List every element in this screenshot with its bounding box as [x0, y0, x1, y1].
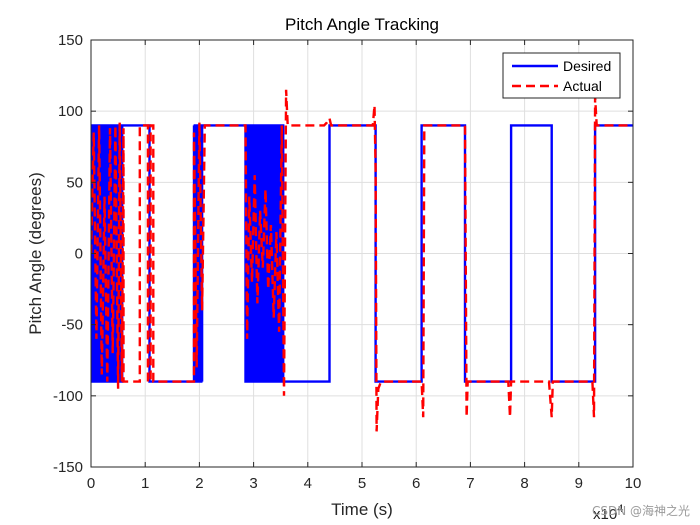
x-axis-label: Time (s) [331, 500, 393, 519]
legend: Desired Actual [502, 52, 621, 99]
x-tick-label: 6 [412, 475, 420, 492]
tick-layer: 0 1 2 3 4 5 6 7 8 9 10 -150 -100 -50 0 50 100 150 [53, 32, 641, 492]
x-tick-label: 10 [625, 475, 642, 492]
x-tick-label: 4 [304, 475, 312, 492]
plot-layer [91, 89, 633, 432]
legend-box [502, 52, 621, 99]
x-axis-exponent-base: x10 [593, 506, 617, 523]
y-tick-label: 100 [58, 103, 83, 120]
x-axis-exponent-power: 4 [617, 503, 623, 515]
x-tick-label: 5 [358, 475, 366, 492]
y-tick-label: -100 [53, 388, 83, 405]
x-tick-label: 2 [195, 475, 203, 492]
x-axis-exponent: x104 [593, 503, 623, 523]
series-actual-line [91, 89, 633, 432]
y-tick-label: 150 [58, 32, 83, 49]
watermark: CSDN @海神之光 [592, 503, 690, 518]
x-tick-label: 1 [141, 475, 149, 492]
legend-label-actual: Actual [563, 78, 602, 94]
x-tick-label: 9 [575, 475, 583, 492]
legend-label-desired: Desired [563, 58, 611, 74]
x-tick-label: 0 [87, 475, 95, 492]
x-tick-label: 8 [520, 475, 528, 492]
x-tick-label: 3 [249, 475, 257, 492]
y-tick-label: -50 [61, 317, 83, 334]
y-tick-label: 0 [75, 246, 83, 263]
y-tick-label: 50 [66, 174, 83, 191]
y-axis-label: Pitch Angle (degrees) [26, 172, 45, 335]
x-tick-label: 7 [466, 475, 474, 492]
y-tick-label: -150 [53, 459, 83, 476]
chart-title: Pitch Angle Tracking [285, 15, 439, 34]
